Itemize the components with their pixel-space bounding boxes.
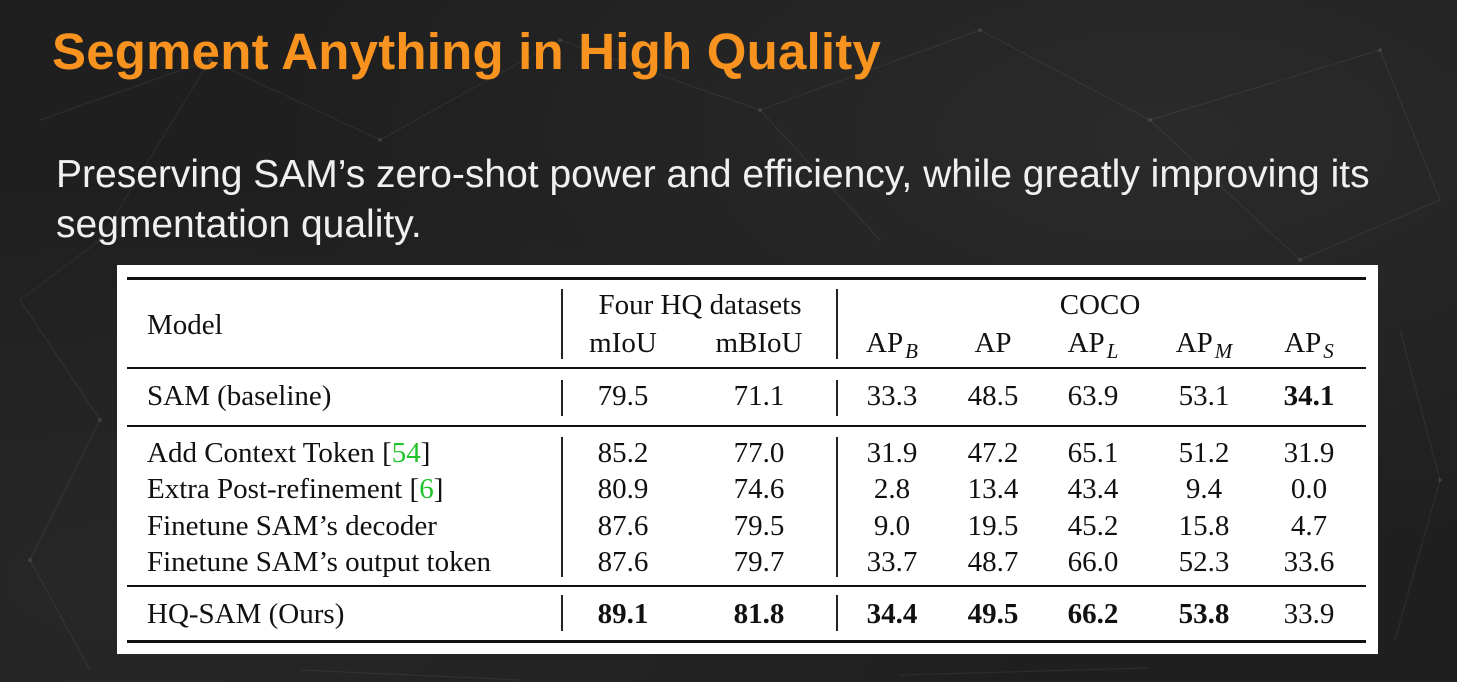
model-name-text: Add Context Token (147, 437, 375, 469)
table-baseline-rule (127, 425, 1366, 427)
header-miou: mIoU (589, 327, 657, 359)
cell-ap: 19.5 (967, 510, 1019, 542)
cell-ap-b: 33.3 (866, 380, 918, 412)
cell-ap-m: 51.2 (1178, 437, 1230, 469)
cell-ap-s: 34.1 (1283, 380, 1335, 412)
row-model-name: Add Context Token [54] (147, 437, 431, 469)
cell-ap-l: 66.0 (1067, 546, 1119, 578)
model-name-text: Finetune SAM’s decoder (147, 510, 437, 542)
table-variants-rule (127, 585, 1366, 587)
table-header-rule (127, 367, 1366, 369)
cell-mbiou: 77.0 (733, 437, 785, 469)
cell-ap: 47.2 (967, 437, 1019, 469)
cell-ap-l: 45.2 (1067, 510, 1119, 542)
column-separator (561, 595, 563, 631)
cell-ap-m: 9.4 (1185, 473, 1223, 505)
cell-ap: 13.4 (967, 473, 1019, 505)
cell-ap: 48.7 (967, 546, 1019, 578)
header-ap: AP (974, 327, 1012, 359)
cell-ap-s: 33.9 (1283, 598, 1335, 630)
cell-ap-b: 31.9 (866, 437, 918, 469)
cell-ap-b: 33.7 (866, 546, 918, 578)
header-ap-b: APB (866, 327, 918, 363)
model-name-text: Extra Post-refinement (147, 473, 403, 505)
table-top-rule (127, 277, 1366, 280)
column-separator (836, 595, 838, 631)
cell-mbiou: 79.5 (733, 510, 785, 542)
cell-ap-l: 65.1 (1067, 437, 1119, 469)
cell-ap-b: 9.0 (873, 510, 911, 542)
table-bottom-rule (127, 640, 1366, 643)
row-model-name: SAM (baseline) (147, 380, 331, 412)
slide-title: Segment Anything in High Quality (52, 23, 882, 80)
cell-mbiou: 74.6 (733, 473, 785, 505)
header-ap-l: APL (1067, 327, 1119, 363)
cell-ap-m: 52.3 (1178, 546, 1230, 578)
cell-ap-s: 4.7 (1290, 510, 1328, 542)
cell-ap-b: 2.8 (873, 473, 911, 505)
cell-ap: 48.5 (967, 380, 1019, 412)
cell-miou: 85.2 (597, 437, 649, 469)
results-table: Model Four HQ datasets COCO mIoU mBIoU A… (117, 265, 1378, 654)
cell-miou: 87.6 (597, 546, 649, 578)
column-separator (561, 289, 563, 359)
cell-ap-l: 43.4 (1067, 473, 1119, 505)
header-model: Model (147, 309, 223, 341)
cell-miou: 80.9 (597, 473, 649, 505)
cell-ap-s: 33.6 (1283, 546, 1335, 578)
cell-mbiou: 79.7 (733, 546, 785, 578)
cell-ap-s: 31.9 (1283, 437, 1335, 469)
cell-ap-l: 63.9 (1067, 380, 1119, 412)
cell-miou: 79.5 (597, 380, 649, 412)
column-separator (836, 437, 838, 577)
header-four-hq-datasets: Four HQ datasets (598, 289, 802, 321)
cell-miou: 89.1 (597, 598, 649, 630)
row-model-name: HQ-SAM (Ours) (147, 598, 344, 630)
header-coco: COCO (1059, 289, 1141, 321)
column-separator (836, 380, 838, 416)
model-name-text: Finetune SAM’s output token (147, 546, 491, 578)
cell-mbiou: 71.1 (733, 380, 785, 412)
cell-ap-s: 0.0 (1290, 473, 1328, 505)
cell-mbiou: 81.8 (733, 598, 785, 630)
cell-ap-m: 15.8 (1178, 510, 1230, 542)
column-separator (561, 437, 563, 577)
row-model-name: Finetune SAM’s output token (147, 546, 491, 578)
cell-ap-m: 53.8 (1178, 598, 1230, 630)
column-separator (561, 380, 563, 416)
row-model-name: Finetune SAM’s decoder (147, 510, 437, 542)
row-model-name: Extra Post-refinement [6] (147, 473, 444, 505)
header-ap-m: APM (1175, 327, 1233, 363)
citation-link[interactable]: 6 (419, 473, 434, 505)
citation-link[interactable]: 54 (391, 437, 421, 469)
cell-miou: 87.6 (597, 510, 649, 542)
cell-ap: 49.5 (967, 598, 1019, 630)
model-name-text: SAM (baseline) (147, 380, 332, 412)
header-ap-s: APS (1284, 327, 1334, 363)
cell-ap-l: 66.2 (1067, 598, 1119, 630)
cell-ap-b: 34.4 (866, 598, 918, 630)
column-separator (836, 289, 838, 359)
header-mbiou: mBIoU (715, 327, 803, 359)
slide-subtitle: Preserving SAM’s zero-shot power and eff… (56, 153, 1370, 246)
cell-ap-m: 53.1 (1178, 380, 1230, 412)
model-name-text: HQ-SAM (Ours) (147, 598, 345, 630)
